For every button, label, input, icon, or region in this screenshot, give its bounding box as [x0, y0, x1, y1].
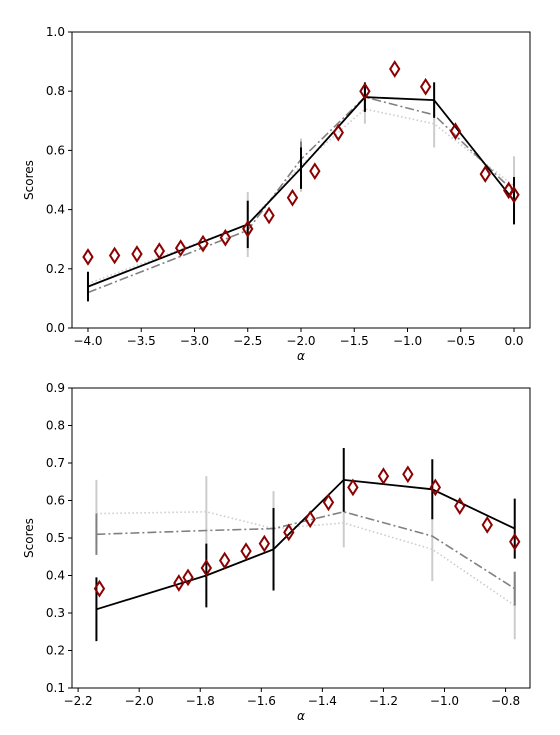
top-diamond-marker [174, 239, 187, 257]
top-y-axis-label: Scores [22, 160, 36, 200]
top-diamond-marker [503, 181, 515, 200]
top-diamond-marker [508, 185, 520, 204]
bottom-diamond-marker [347, 478, 359, 497]
bottom-diamond-marker [283, 523, 295, 542]
top-diamond-marker [479, 165, 491, 183]
bottom-plot-frame [71, 387, 531, 689]
bottom-y-tick-label: 0.8 [46, 419, 65, 433]
top-diamond-marker [419, 77, 432, 96]
top-x-axis-label: α [297, 349, 305, 363]
top-x-tick-label: −0.5 [446, 334, 475, 348]
bottom-series-0-dotted-line [96, 510, 516, 607]
top-y-tick-label: 0.2 [46, 262, 65, 276]
top-diamond-marker [449, 122, 462, 141]
bottom-x-tick-label: −1.4 [308, 694, 337, 708]
bottom-diamond-marker [402, 465, 414, 484]
bottom-series-1-dashdot-line [96, 510, 516, 590]
top-x-tick-label: −3.0 [180, 334, 209, 348]
top-x-tick-label: −3.5 [127, 334, 156, 348]
bottom-diamond-marker [304, 510, 316, 529]
top-y-tick-label: 0.0 [46, 321, 65, 335]
bottom-diamond-marker [258, 534, 271, 553]
top-diamond-marker [242, 219, 254, 238]
top-diamond-marker [153, 242, 166, 260]
top-series-0-dotted-line [87, 108, 515, 285]
bottom-diamond-marker [454, 497, 466, 515]
bottom-y-axis-label: Scores [22, 518, 36, 558]
top-x-tick-label: −4.0 [73, 334, 102, 348]
bottom-diamond-marker [218, 551, 231, 570]
bottom-x-tick-label: −1.0 [430, 694, 459, 708]
bottom-y-tick-label: 0.5 [46, 531, 65, 545]
bottom-diamond-marker [200, 559, 213, 577]
bottom-diamond-marker [377, 467, 390, 485]
top-diamond-marker [309, 162, 321, 180]
top-series-1-dashdot-line [87, 96, 515, 294]
bottom-y-tick-label: 0.9 [46, 381, 65, 395]
top-diamond-marker [263, 206, 275, 225]
top-series-2-solid-line [87, 96, 515, 288]
top-y-tick-label: 0.4 [46, 203, 65, 217]
bottom-diamond-marker [481, 516, 493, 534]
bottom-diamond-marker [322, 493, 335, 512]
bottom-chart-panel: −2.2 −2.0 −1.8 −1.6 −1.4 −1.2 −1.0 −0.8 0.1 0.2 0.… [22, 381, 531, 723]
bottom-y-tick-label: 0.3 [46, 606, 65, 620]
top-y-tick-label: 0.8 [46, 84, 65, 98]
top-x-tick-label: −2.0 [286, 334, 315, 348]
bottom-diamond-marker [509, 532, 521, 551]
top-x-tick-label: −1.5 [340, 334, 369, 348]
bottom-y-tick-label: 0.7 [46, 456, 65, 470]
bottom-y-tick-label: 0.6 [46, 494, 65, 508]
top-x-tick-label: −2.5 [233, 334, 262, 348]
bottom-x-tick-label: −2.2 [64, 694, 93, 708]
top-diamond-marker [108, 246, 121, 265]
top-y-tick-label: 1.0 [46, 25, 65, 39]
top-diamond-marker [332, 123, 344, 142]
top-diamond-marker [286, 188, 299, 207]
bottom-x-tick-label: −1.2 [369, 694, 398, 708]
top-x-tick-label: −1.0 [393, 334, 422, 348]
bottom-x-axis-label: α [297, 709, 305, 723]
bottom-x-tick-label: −1.8 [186, 694, 215, 708]
bottom-x-tick-label: −1.6 [247, 694, 276, 708]
bottom-diamond-marker [93, 579, 106, 598]
top-diamond-marker [197, 234, 209, 253]
bottom-y-tick-label: 0.1 [46, 681, 65, 695]
bottom-diamond-marker [173, 574, 185, 592]
top-chart-panel: −4.0 −3.5 −3.0 −2.5 −2.0 −1.5 −1.0 −0.5 0.0 0.0 0.… [22, 25, 531, 363]
top-diamond-marker [82, 248, 94, 266]
bottom-diamond-marker [182, 568, 194, 587]
top-diamond-marker [131, 245, 143, 263]
bottom-x-tick-label: −2.0 [125, 694, 154, 708]
bottom-diamond-marker [240, 542, 252, 560]
bottom-series-2-solid-line [96, 478, 516, 611]
bottom-x-tick-label: −0.8 [491, 694, 520, 708]
top-y-tick-label: 0.6 [46, 143, 65, 157]
top-diamond-marker [389, 60, 401, 78]
bottom-diamond-marker [429, 478, 442, 497]
top-diamond-marker [219, 228, 232, 247]
top-x-tick-label: 0.0 [504, 334, 523, 348]
bottom-y-tick-label: 0.2 [46, 644, 65, 658]
bottom-y-tick-label: 0.4 [46, 569, 65, 583]
top-diamond-marker [359, 82, 371, 101]
